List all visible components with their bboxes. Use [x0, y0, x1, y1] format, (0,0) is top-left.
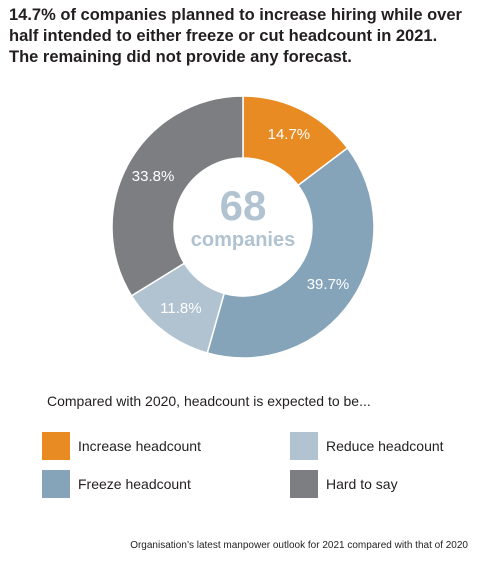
- footnote: Organisation’s latest manpower outlook f…: [130, 540, 468, 551]
- legend-item-increase: Increase headcount: [42, 431, 201, 461]
- donut-label-reduce-headcount: 11.8%: [160, 300, 201, 317]
- donut-slice-freeze-headcount: [206, 146, 375, 359]
- legend-item-freeze: Freeze headcount: [42, 469, 191, 499]
- chart-title: 14.7% of companies planned to increase h…: [9, 5, 481, 68]
- chart-title-line-2: half intended to either freeze or cut he…: [9, 27, 438, 45]
- legend-caption: Compared with 2020, headcount is expecte…: [47, 393, 371, 409]
- legend-label-reduce: Reduce headcount: [326, 438, 444, 454]
- legend-swatch-hard-to-say: [290, 470, 318, 498]
- donut-label-increase-headcount: 14.7%: [268, 126, 311, 143]
- legend-item-hard-to-say: Hard to say: [290, 469, 398, 499]
- legend-label-freeze: Freeze headcount: [78, 476, 191, 492]
- center-count: 68: [219, 182, 267, 229]
- chart-title-line-3: The remaining did not provide any foreca…: [9, 48, 352, 66]
- donut-label-freeze-headcount: 39.7%: [307, 276, 350, 293]
- legend-item-reduce: Reduce headcount: [290, 431, 444, 461]
- center-unit-label: companies: [190, 229, 296, 251]
- legend-label-increase: Increase headcount: [78, 438, 201, 454]
- donut-chart: 14.7% 39.7% 11.8% 33.8%: [111, 95, 375, 359]
- legend-swatch-increase: [42, 432, 70, 460]
- chart-title-line-1: 14.7% of companies planned to increase h…: [9, 6, 462, 24]
- donut-label-hard-to-say: 33.8%: [132, 168, 175, 185]
- legend-label-hard-to-say: Hard to say: [326, 476, 398, 492]
- legend-swatch-freeze: [42, 470, 70, 498]
- donut-slice-hard-to-say: [111, 95, 244, 297]
- legend-swatch-reduce: [290, 432, 318, 460]
